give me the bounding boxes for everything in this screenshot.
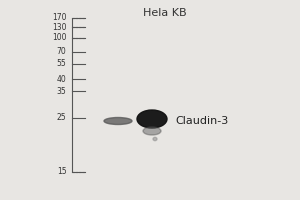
Ellipse shape [104, 117, 132, 124]
Text: Claudin-3: Claudin-3 [175, 116, 228, 126]
Text: Hela KB: Hela KB [143, 8, 187, 18]
Text: 15: 15 [57, 168, 67, 176]
Text: 170: 170 [52, 14, 67, 22]
Text: 100: 100 [52, 33, 67, 43]
Text: 70: 70 [57, 47, 67, 56]
Text: 40: 40 [57, 74, 67, 84]
Text: 25: 25 [57, 114, 67, 122]
Text: 35: 35 [57, 87, 67, 96]
Text: 130: 130 [52, 22, 67, 31]
Text: 55: 55 [57, 60, 67, 68]
Ellipse shape [143, 127, 161, 135]
Ellipse shape [137, 110, 167, 128]
Ellipse shape [153, 137, 157, 141]
